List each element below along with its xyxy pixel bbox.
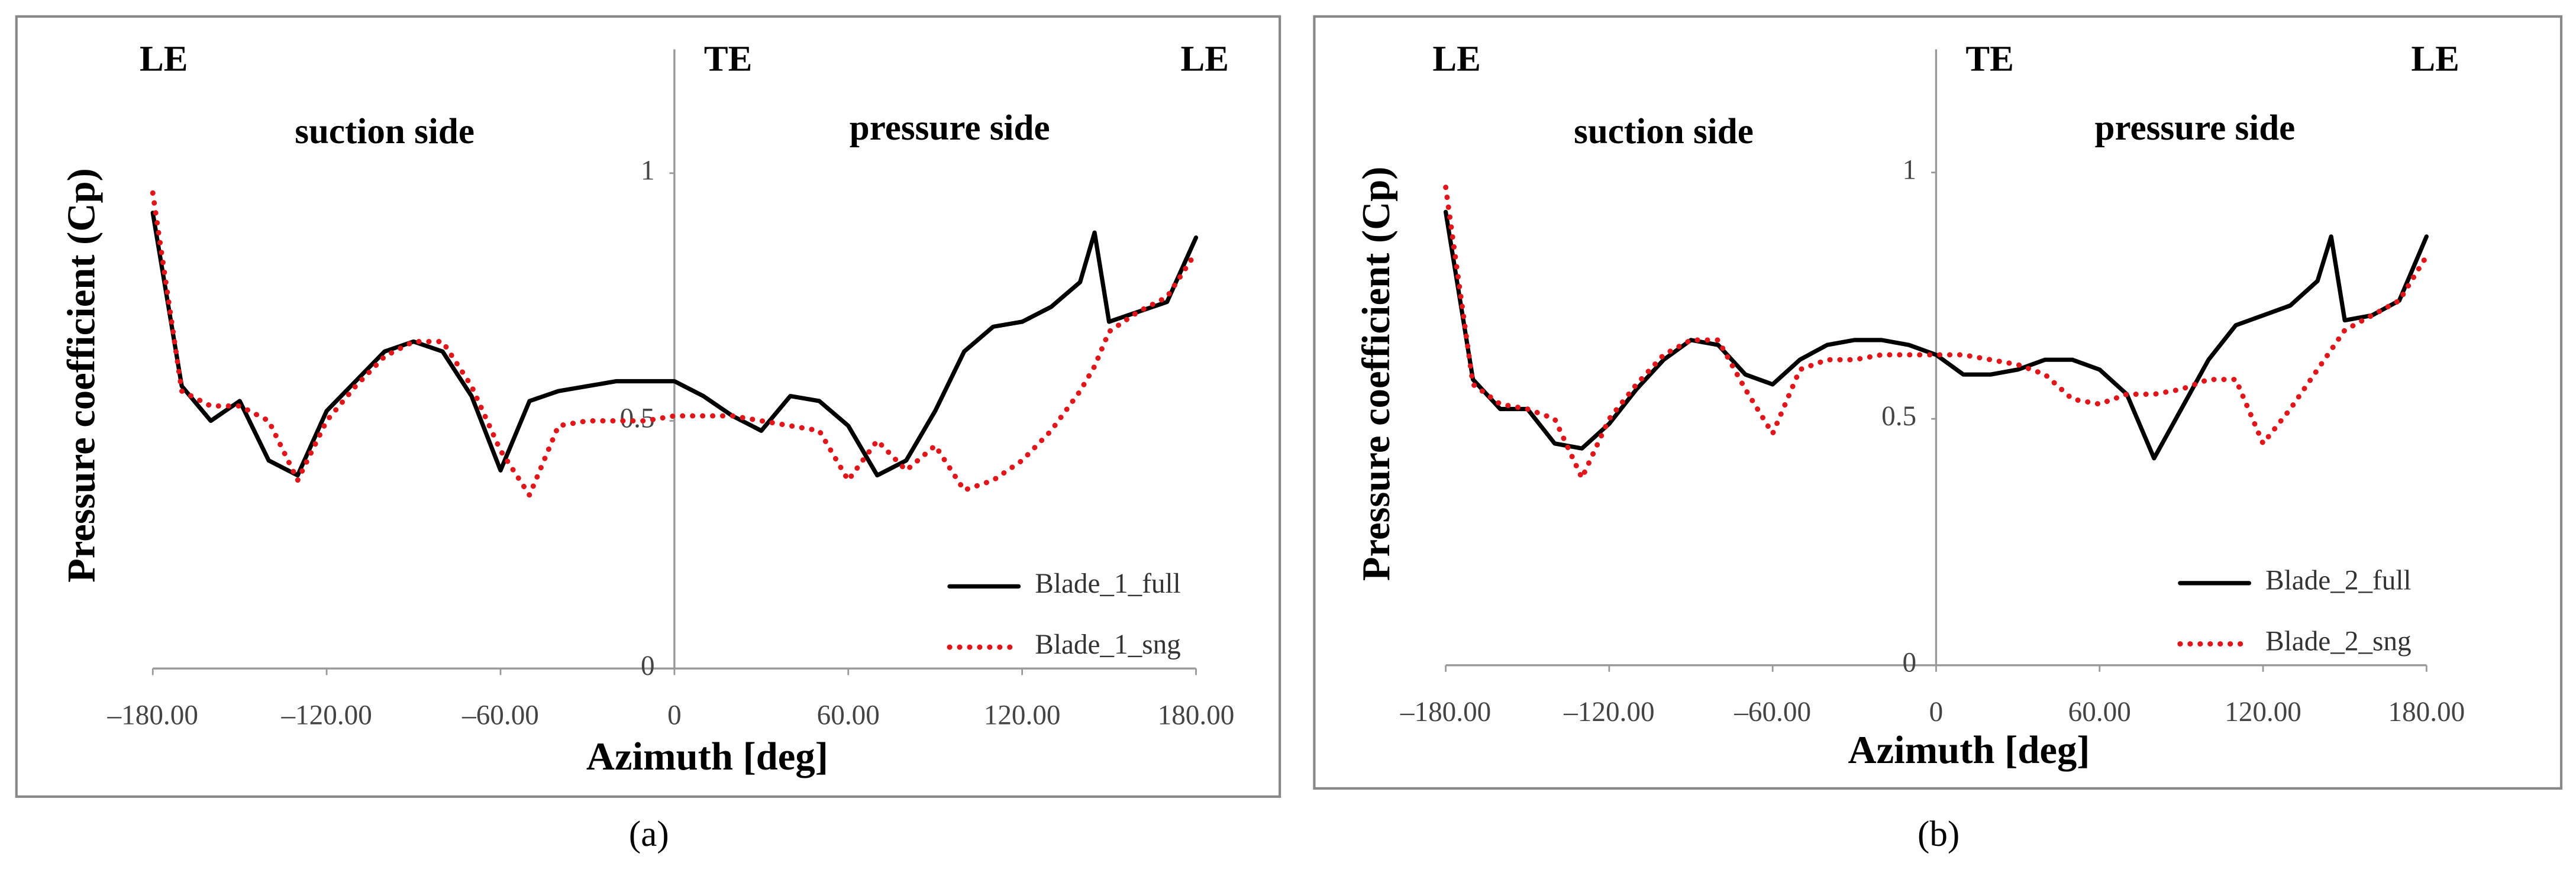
legend-label: Blade_1_sng (1035, 629, 1180, 660)
series-line (1443, 185, 2429, 481)
annotation: pressure side (850, 108, 1050, 148)
y-axis-label: Pressure coefficient (Cp) (60, 168, 104, 583)
y-tick-label: 1 (641, 156, 655, 186)
x-tick-label: 60.00 (2068, 697, 2131, 728)
x-tick-label: –180.00 (1400, 697, 1491, 728)
annotation: LE (1432, 40, 1480, 79)
annotation: TE (704, 40, 752, 79)
y-tick-label: 0 (641, 651, 655, 681)
annotation: LE (1181, 40, 1229, 79)
caption: (b) (1918, 814, 1960, 854)
x-tick-label: 180.00 (1158, 700, 1235, 730)
x-tick-label: 0 (1929, 697, 1944, 728)
x-tick-label: 180.00 (2388, 697, 2465, 728)
annotation: suction side (1574, 112, 1754, 151)
x-axis-label: Azimuth [deg] (1848, 729, 2090, 772)
annotation: TE (1965, 40, 2013, 79)
x-tick-label: 0 (667, 700, 682, 730)
y-tick-label: 0.5 (620, 403, 655, 434)
annotation: suction side (295, 112, 474, 151)
x-tick-label: –60.00 (461, 700, 539, 730)
caption: (a) (629, 814, 669, 854)
x-tick-label: 120.00 (2225, 697, 2301, 728)
x-axis-label: Azimuth [deg] (586, 735, 828, 778)
annotation: pressure side (2095, 108, 2296, 148)
annotation: LE (2411, 40, 2459, 79)
series-line (1443, 209, 2429, 461)
panel-frame (1313, 15, 2563, 790)
annotation: LE (140, 40, 188, 79)
legend-label: Blade_2_sng (2265, 626, 2411, 657)
legend-label: Blade_1_full (1035, 568, 1180, 599)
series-line (150, 211, 1199, 478)
x-tick-label: –120.00 (1563, 697, 1654, 728)
y-axis-label: Pressure coefficient (Cp) (1355, 166, 1398, 581)
legend-label: Blade_2_full (2265, 565, 2411, 596)
y-tick-label: 0.5 (1881, 401, 1916, 432)
x-tick-label: –180.00 (107, 700, 198, 730)
y-tick-label: 0 (1903, 647, 1917, 678)
y-tick-label: 1 (1903, 154, 1917, 185)
panel-frame (15, 15, 1281, 798)
x-tick-label: 60.00 (817, 700, 880, 730)
x-tick-label: –60.00 (1734, 697, 1811, 728)
x-tick-label: –120.00 (280, 700, 372, 730)
x-tick-label: 120.00 (984, 700, 1061, 730)
